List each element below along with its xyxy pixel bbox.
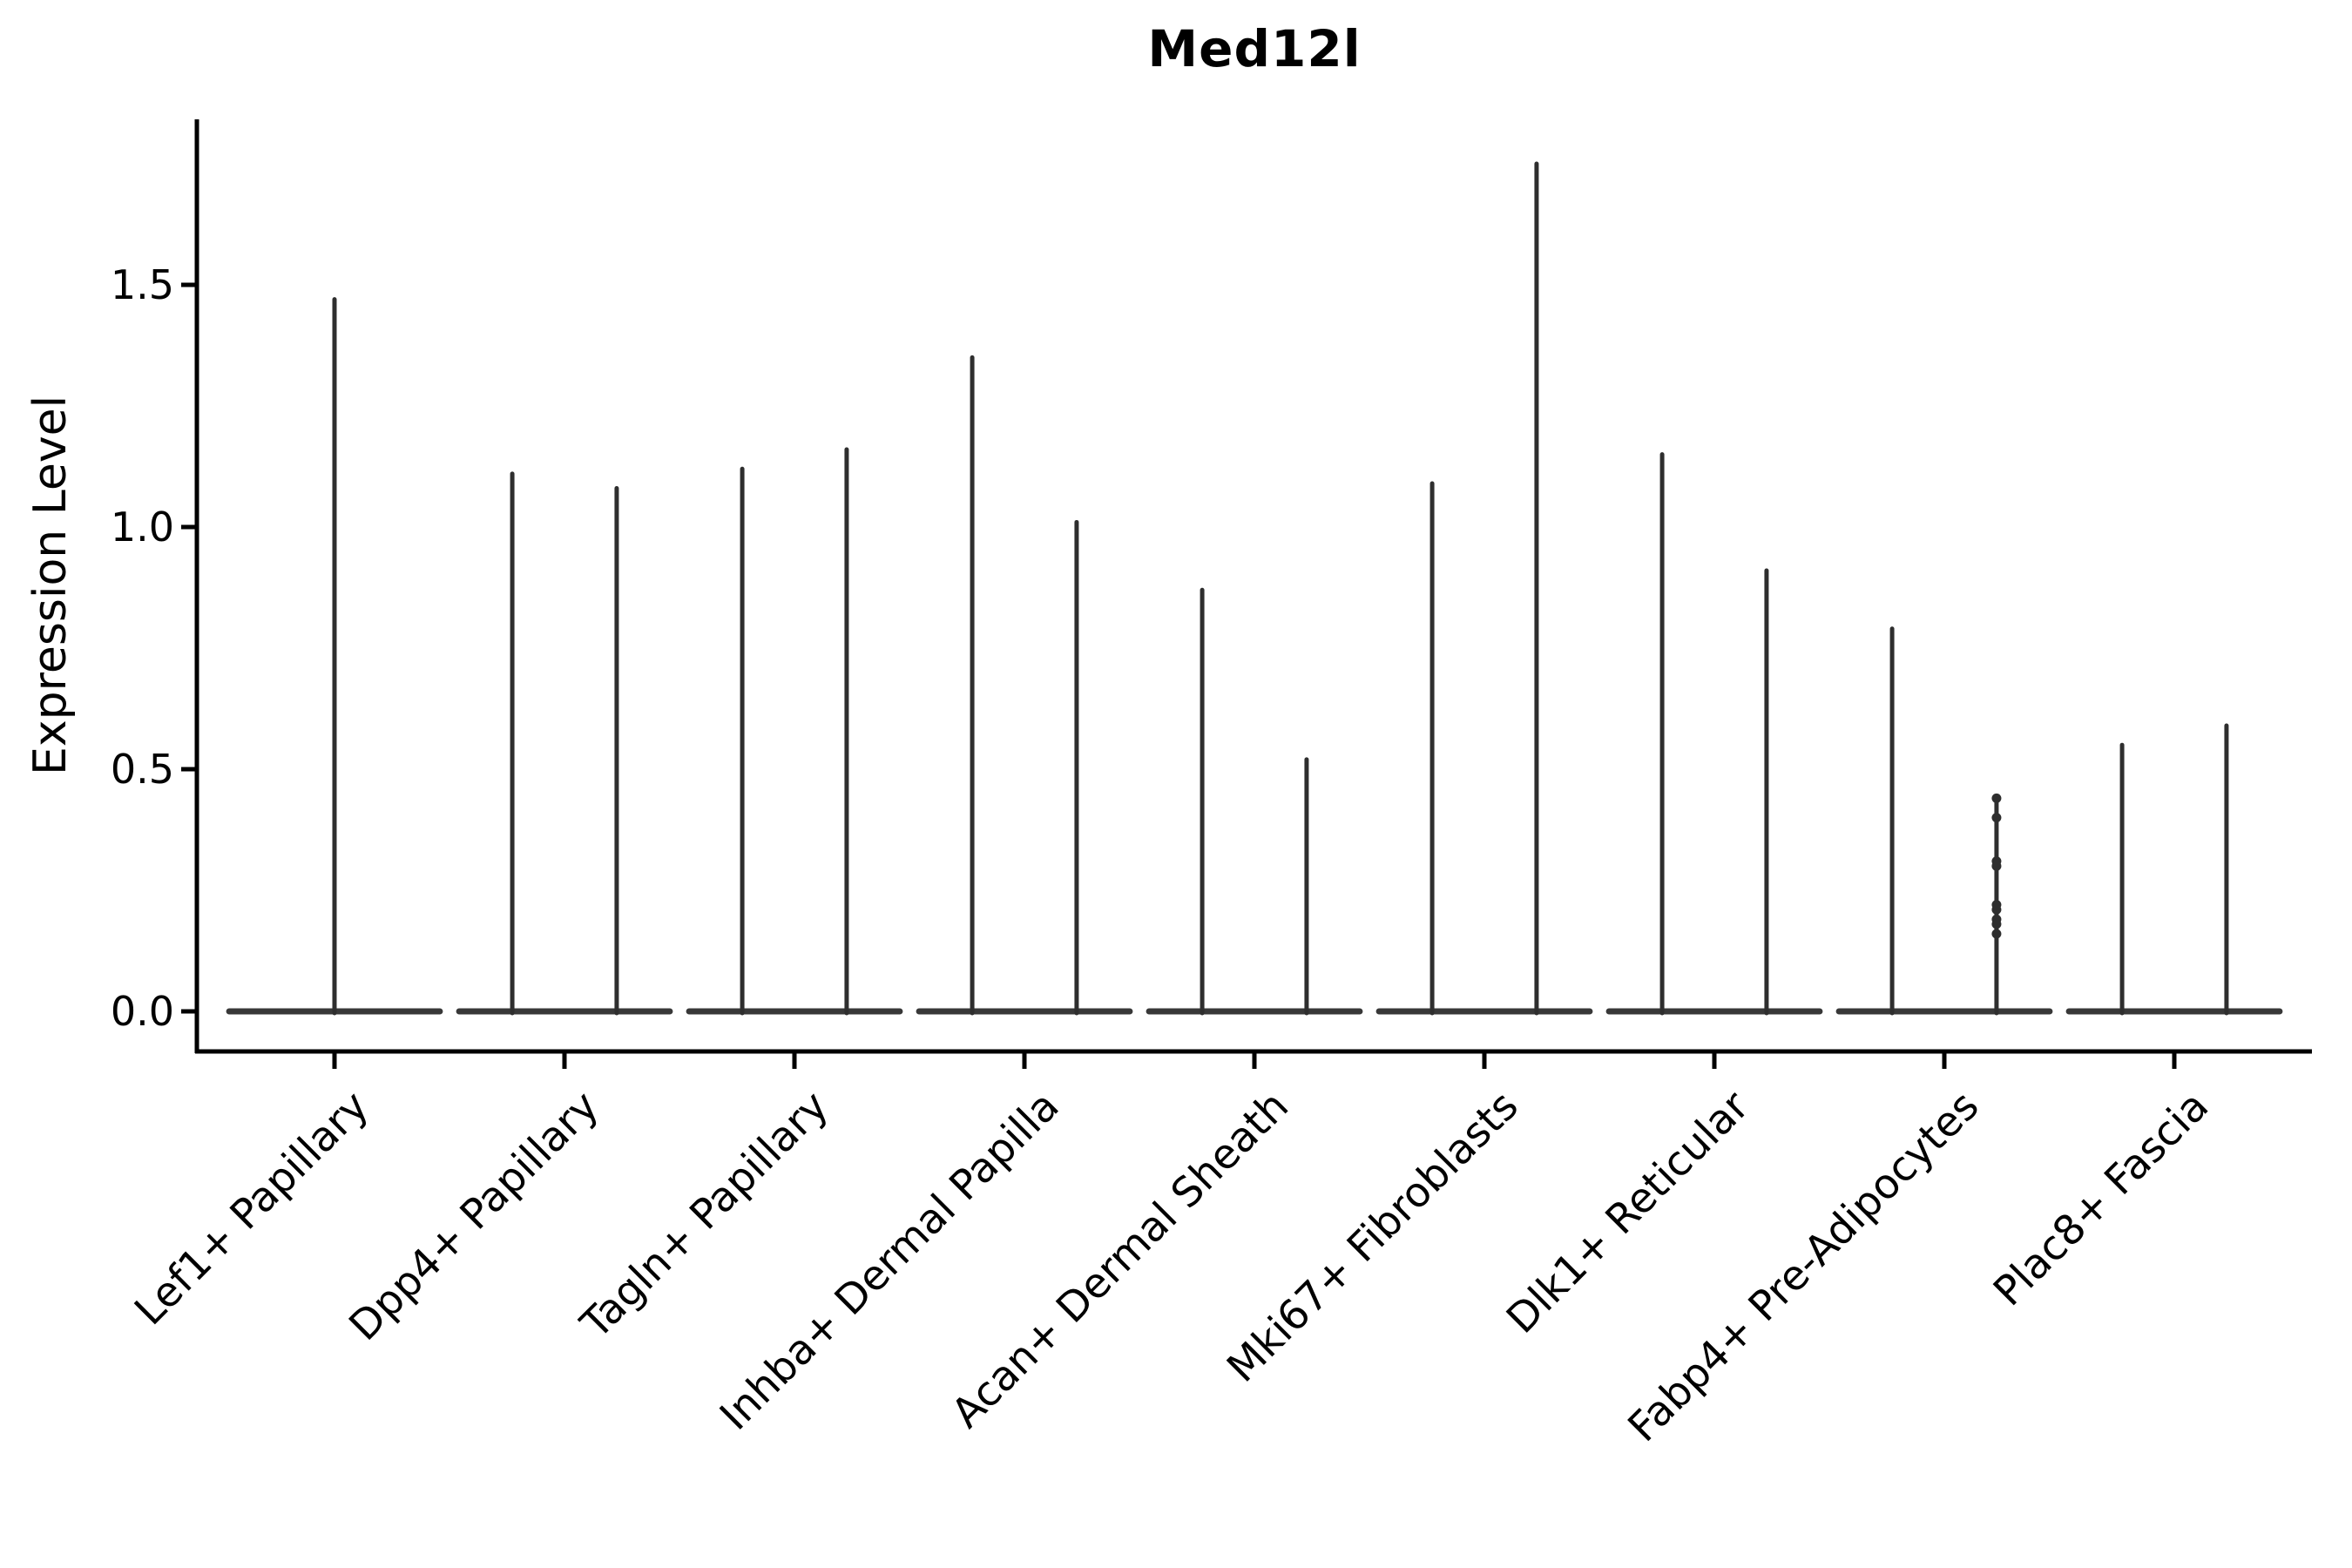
y-tick-label: 0.5	[110, 746, 174, 793]
violin-point	[1991, 929, 2002, 939]
violin-point	[1991, 861, 2002, 871]
y-tick-label: 1.5	[110, 261, 174, 308]
chart-title: Med12l	[1147, 19, 1362, 78]
violin-point	[1991, 919, 2002, 929]
violin-point	[1991, 813, 2002, 823]
y-tick-label: 1.0	[110, 504, 174, 551]
violin-point	[1991, 904, 2002, 915]
y-tick-label: 0.0	[110, 988, 174, 1035]
violin-point	[1991, 793, 2002, 803]
